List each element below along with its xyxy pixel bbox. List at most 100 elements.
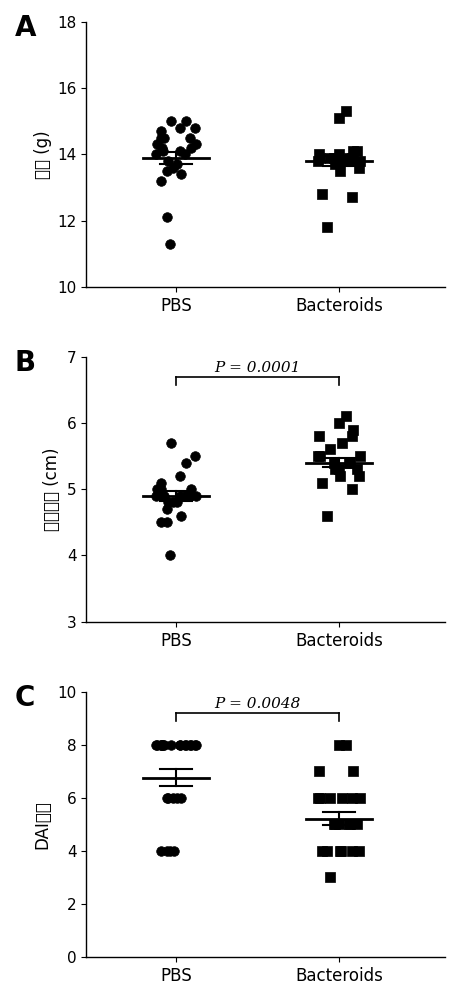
Point (330, 455, 337, 471)
Y-axis label: 结肠长度 (cm): 结肠长度 (cm) (43, 447, 61, 531)
Point (330, 816, 337, 832)
Point (326, 869, 333, 885)
Point (176, 468, 184, 484)
Point (347, 428, 355, 444)
Point (169, 790, 176, 806)
Point (153, 481, 161, 497)
Point (337, 790, 345, 806)
Point (176, 488, 184, 504)
Point (182, 113, 189, 129)
Point (355, 468, 362, 484)
Point (167, 737, 174, 753)
Point (353, 816, 360, 832)
Point (314, 448, 321, 464)
Point (334, 461, 341, 477)
Point (342, 103, 349, 119)
Point (348, 481, 355, 497)
Point (187, 481, 195, 497)
Point (318, 843, 325, 859)
Point (345, 816, 353, 832)
Point (347, 150, 355, 166)
Point (348, 422, 356, 438)
Point (157, 514, 164, 530)
Point (315, 428, 322, 444)
Point (157, 123, 165, 139)
Point (330, 461, 337, 477)
Point (176, 120, 184, 136)
Point (355, 448, 363, 464)
Point (337, 153, 345, 169)
Point (345, 150, 353, 166)
Point (157, 481, 165, 497)
Point (353, 461, 360, 477)
Point (158, 737, 166, 753)
Point (337, 843, 344, 859)
Point (181, 737, 188, 753)
Point (326, 790, 333, 806)
Point (191, 120, 198, 136)
Text: C: C (15, 684, 35, 712)
Point (336, 163, 343, 179)
Point (355, 843, 362, 859)
Point (176, 737, 184, 753)
Point (334, 415, 341, 431)
Point (163, 501, 170, 517)
Point (355, 160, 362, 176)
Point (167, 435, 174, 451)
Point (315, 763, 322, 779)
Point (348, 143, 356, 159)
Point (177, 166, 184, 182)
Point (153, 737, 161, 753)
Point (334, 816, 341, 832)
Point (186, 130, 193, 146)
Point (334, 110, 341, 126)
Point (348, 189, 355, 205)
Point (164, 790, 171, 806)
Point (160, 488, 167, 504)
Point (151, 737, 159, 753)
Point (182, 737, 189, 753)
Point (173, 156, 180, 172)
Point (176, 737, 184, 753)
Point (318, 475, 325, 491)
Text: P = 0.0001: P = 0.0001 (214, 361, 300, 375)
Point (326, 150, 333, 166)
Point (157, 737, 165, 753)
Point (348, 763, 356, 779)
Point (182, 455, 189, 471)
Point (163, 843, 170, 859)
Point (187, 737, 195, 753)
Y-axis label: 体重 (g): 体重 (g) (34, 130, 51, 179)
Point (164, 494, 171, 510)
Point (330, 150, 337, 166)
Point (157, 130, 165, 146)
Point (153, 136, 161, 152)
Point (342, 408, 349, 424)
Point (158, 140, 166, 156)
Point (160, 130, 167, 146)
Point (167, 113, 174, 129)
Point (169, 494, 176, 510)
Point (191, 448, 198, 464)
Point (164, 153, 171, 169)
Point (322, 219, 330, 235)
Point (330, 816, 337, 832)
Point (177, 790, 184, 806)
Point (318, 186, 325, 202)
Point (348, 843, 355, 859)
Point (336, 468, 343, 484)
Point (192, 136, 199, 152)
Text: B: B (15, 349, 36, 377)
Point (166, 236, 174, 252)
Point (166, 843, 174, 859)
Point (173, 494, 180, 510)
Point (355, 153, 363, 169)
Point (157, 173, 164, 189)
Point (158, 143, 166, 159)
Point (187, 140, 195, 156)
Point (170, 843, 178, 859)
Point (315, 146, 322, 162)
Point (347, 790, 355, 806)
Point (173, 790, 180, 806)
Point (345, 455, 353, 471)
